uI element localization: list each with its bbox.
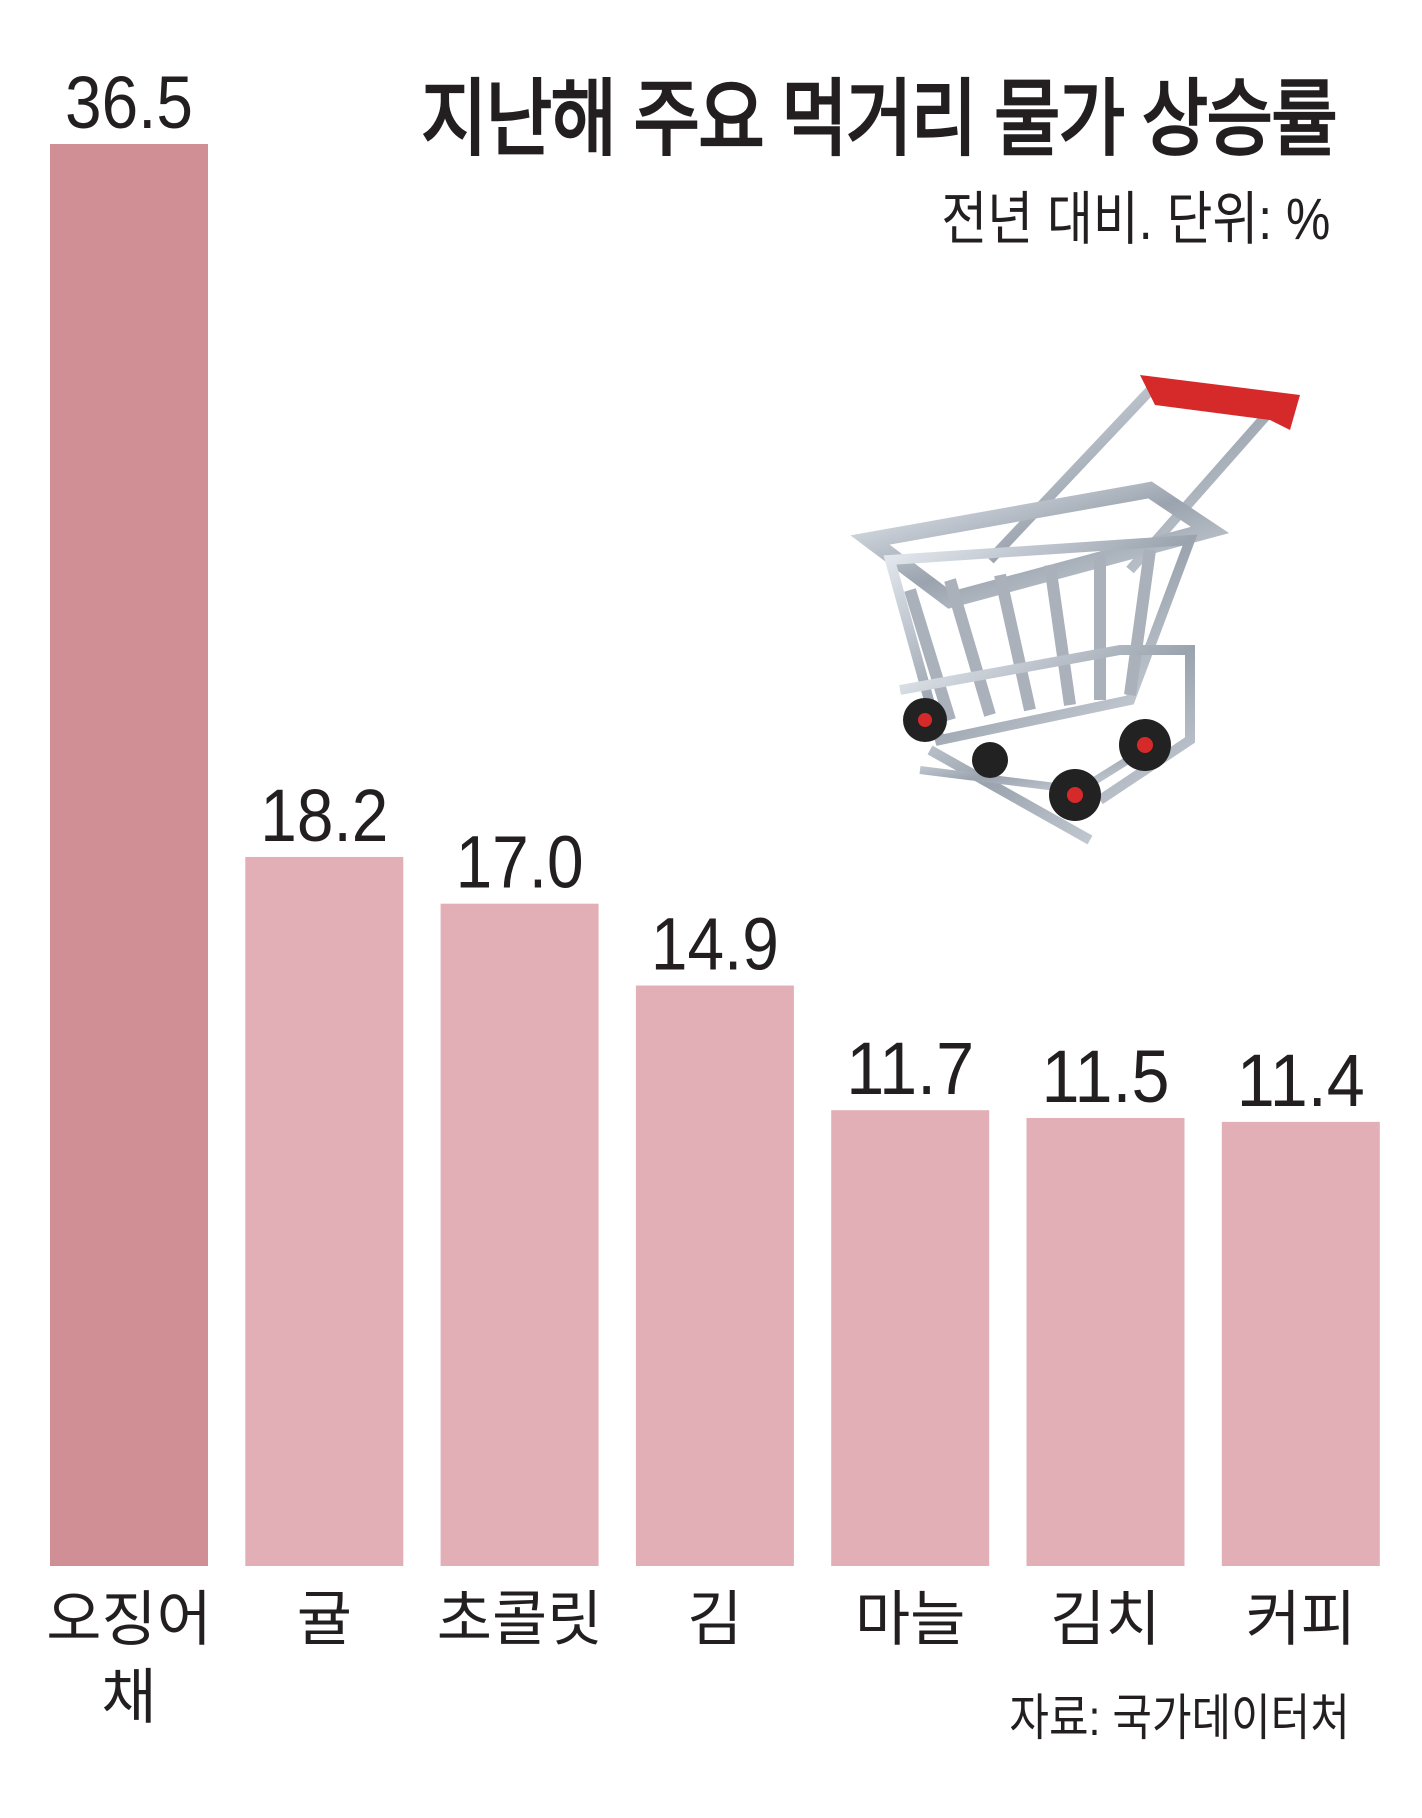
bar — [831, 1110, 990, 1566]
bar — [245, 856, 404, 1566]
value-label: 36.5 — [65, 61, 193, 144]
category-label: 귤 — [297, 1586, 352, 1653]
category-label: 김 — [687, 1586, 742, 1653]
chart-subtitle: 전년 대비. 단위: % — [941, 187, 1330, 252]
bar — [440, 903, 599, 1566]
value-label: 17.0 — [456, 821, 584, 904]
bar — [635, 985, 794, 1566]
chart-title: 지난해 주요 먹거리 물가 상승률 — [420, 72, 1338, 166]
category-label: 초콜릿 — [437, 1586, 603, 1653]
category-label: 커피 — [1246, 1586, 1356, 1653]
shopping-cart-icon — [850, 375, 1300, 845]
category-label: 마늘 — [855, 1586, 965, 1653]
source-note: 자료: 국가데이터처 — [1009, 1690, 1350, 1746]
value-label: 11.7 — [846, 1027, 974, 1110]
value-label: 11.5 — [1042, 1035, 1170, 1118]
value-label: 11.4 — [1237, 1039, 1365, 1122]
bar — [1026, 1117, 1185, 1566]
value-label: 18.2 — [260, 774, 388, 857]
category-label: 채 — [101, 1664, 156, 1731]
bar — [1221, 1121, 1380, 1566]
category-label: 김치 — [1050, 1586, 1160, 1653]
bar — [50, 144, 208, 1566]
category-label: 오징어 — [46, 1586, 212, 1653]
value-label: 14.9 — [651, 903, 779, 986]
